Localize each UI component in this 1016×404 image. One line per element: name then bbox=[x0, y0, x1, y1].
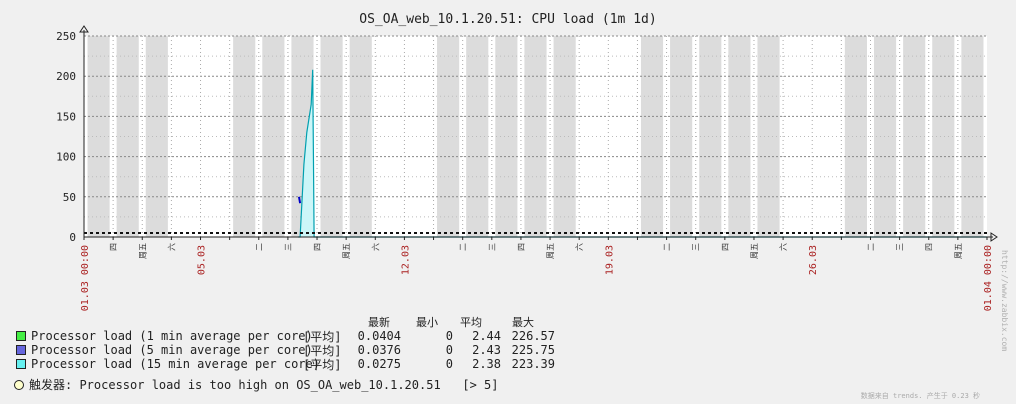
x-weekday-label: 六 bbox=[166, 243, 176, 251]
x-weekday-label: 四 bbox=[313, 243, 322, 251]
legend-func: [平均] bbox=[303, 343, 342, 358]
legend-row: Processor load (5 min average per core) … bbox=[16, 343, 555, 358]
day-shade bbox=[262, 36, 285, 237]
legend-avg: 2.38 bbox=[472, 357, 501, 371]
x-weekday-label: 四 bbox=[517, 243, 526, 251]
legend-swatch bbox=[16, 331, 26, 341]
x-date-label: 05.03 bbox=[197, 245, 208, 275]
legend-func: [平均] bbox=[303, 357, 342, 372]
y-axis-arrow bbox=[79, 25, 89, 33]
legend-max: 225.75 bbox=[511, 343, 555, 357]
legend-avg: 2.44 bbox=[472, 329, 501, 343]
x-weekday-label: 六 bbox=[370, 243, 380, 251]
x-date-label: 26.03 bbox=[808, 245, 819, 275]
legend-min: 0 bbox=[445, 357, 453, 371]
x-weekday-label: 周五 bbox=[750, 243, 759, 259]
y-tick-label: 100 bbox=[56, 151, 76, 164]
legend-last: 0.0376 bbox=[357, 343, 401, 357]
day-shade bbox=[903, 36, 926, 237]
day-shade bbox=[699, 36, 722, 237]
day-shade bbox=[87, 36, 110, 237]
x-weekday-label: 周五 bbox=[954, 243, 963, 259]
x-weekday-label: 六 bbox=[574, 243, 584, 251]
legend-row: Processor load (15 min average per core)… bbox=[16, 357, 555, 372]
legend-func: [平均] bbox=[303, 329, 342, 344]
day-shade bbox=[728, 36, 751, 237]
legend-min: 0 bbox=[445, 343, 453, 357]
legend-series-name: Processor load (15 min average per core) bbox=[31, 357, 320, 371]
trigger-indicator-icon bbox=[14, 379, 24, 390]
legend-avg: 2.43 bbox=[472, 343, 501, 357]
day-shade bbox=[116, 36, 139, 237]
footer-note: 数据来自 trends. 产生于 0.23 秒 bbox=[860, 392, 980, 400]
x-weekday-label: 四 bbox=[721, 243, 730, 251]
series-line-5min bbox=[298, 196, 302, 204]
legend-min: 0 bbox=[445, 329, 453, 343]
x-weekday-label: 周五 bbox=[138, 243, 147, 259]
x-weekday-label: 三 bbox=[488, 243, 497, 251]
legend-row: Processor load (1 min average per core) … bbox=[16, 329, 555, 344]
x-axis-arrow bbox=[990, 232, 998, 242]
x-weekday-label: 三 bbox=[284, 243, 293, 251]
x-weekday-label: 四 bbox=[925, 243, 934, 251]
day-shade bbox=[670, 36, 693, 237]
chart-title: OS_OA_web_10.1.20.51: CPU load (1m 1d) bbox=[359, 12, 656, 27]
y-tick-label: 200 bbox=[56, 70, 76, 83]
x-weekday-label: 二 bbox=[663, 243, 672, 251]
day-shade bbox=[524, 36, 547, 237]
x-date-label: 19.03 bbox=[604, 245, 615, 275]
day-shade bbox=[495, 36, 518, 237]
legend-swatch bbox=[16, 359, 26, 369]
trigger-label: 触发器: Processor load is too high on OS_OA… bbox=[29, 378, 441, 392]
y-tick-label: 50 bbox=[63, 191, 76, 204]
x-date-label: 01.03 00:00 bbox=[80, 245, 91, 311]
day-shade bbox=[932, 36, 955, 237]
col-header-avg: 平均 bbox=[460, 316, 482, 329]
legend-swatch bbox=[16, 345, 26, 355]
x-weekday-label: 二 bbox=[459, 243, 468, 251]
zabbix-watermark: http://www.zabbix.com bbox=[1000, 250, 1009, 352]
col-header-last: 最新 bbox=[368, 316, 390, 329]
x-weekday-label: 四 bbox=[109, 243, 118, 251]
legend-last: 0.0275 bbox=[357, 357, 401, 371]
day-shade bbox=[873, 36, 897, 237]
trigger-gap bbox=[441, 378, 463, 392]
col-header-max: 最大 bbox=[512, 316, 534, 329]
x-weekday-label: 二 bbox=[866, 243, 875, 251]
series-line-15min bbox=[298, 69, 987, 238]
trigger-row: 触发器: Processor load is too high on OS_OA… bbox=[14, 376, 499, 393]
x-date-label: 12.03 bbox=[400, 245, 411, 275]
y-tick-label: 250 bbox=[56, 30, 76, 43]
x-weekday-label: 二 bbox=[255, 243, 264, 251]
day-shade bbox=[320, 36, 343, 237]
y-tick-label: 150 bbox=[56, 110, 76, 123]
day-shade bbox=[466, 36, 489, 237]
x-weekday-label: 三 bbox=[692, 243, 701, 251]
trigger-value: [> 5] bbox=[462, 377, 499, 392]
x-date-label: 01.04 00:00 bbox=[983, 245, 994, 311]
legend-last: 0.0404 bbox=[357, 329, 401, 343]
x-weekday-label: 周五 bbox=[342, 243, 351, 259]
x-weekday-label: 六 bbox=[778, 243, 788, 251]
legend-max: 223.39 bbox=[511, 357, 555, 371]
legend-max: 226.57 bbox=[511, 329, 555, 343]
x-weekday-label: 周五 bbox=[546, 243, 555, 259]
y-tick-label: 0 bbox=[69, 231, 76, 244]
col-header-min: 最小 bbox=[416, 316, 438, 329]
legend-series-name: Processor load (5 min average per core) bbox=[31, 343, 313, 357]
legend-series-name: Processor load (1 min average per core) bbox=[31, 329, 313, 343]
x-weekday-label: 三 bbox=[896, 243, 905, 251]
day-shade bbox=[844, 36, 867, 237]
